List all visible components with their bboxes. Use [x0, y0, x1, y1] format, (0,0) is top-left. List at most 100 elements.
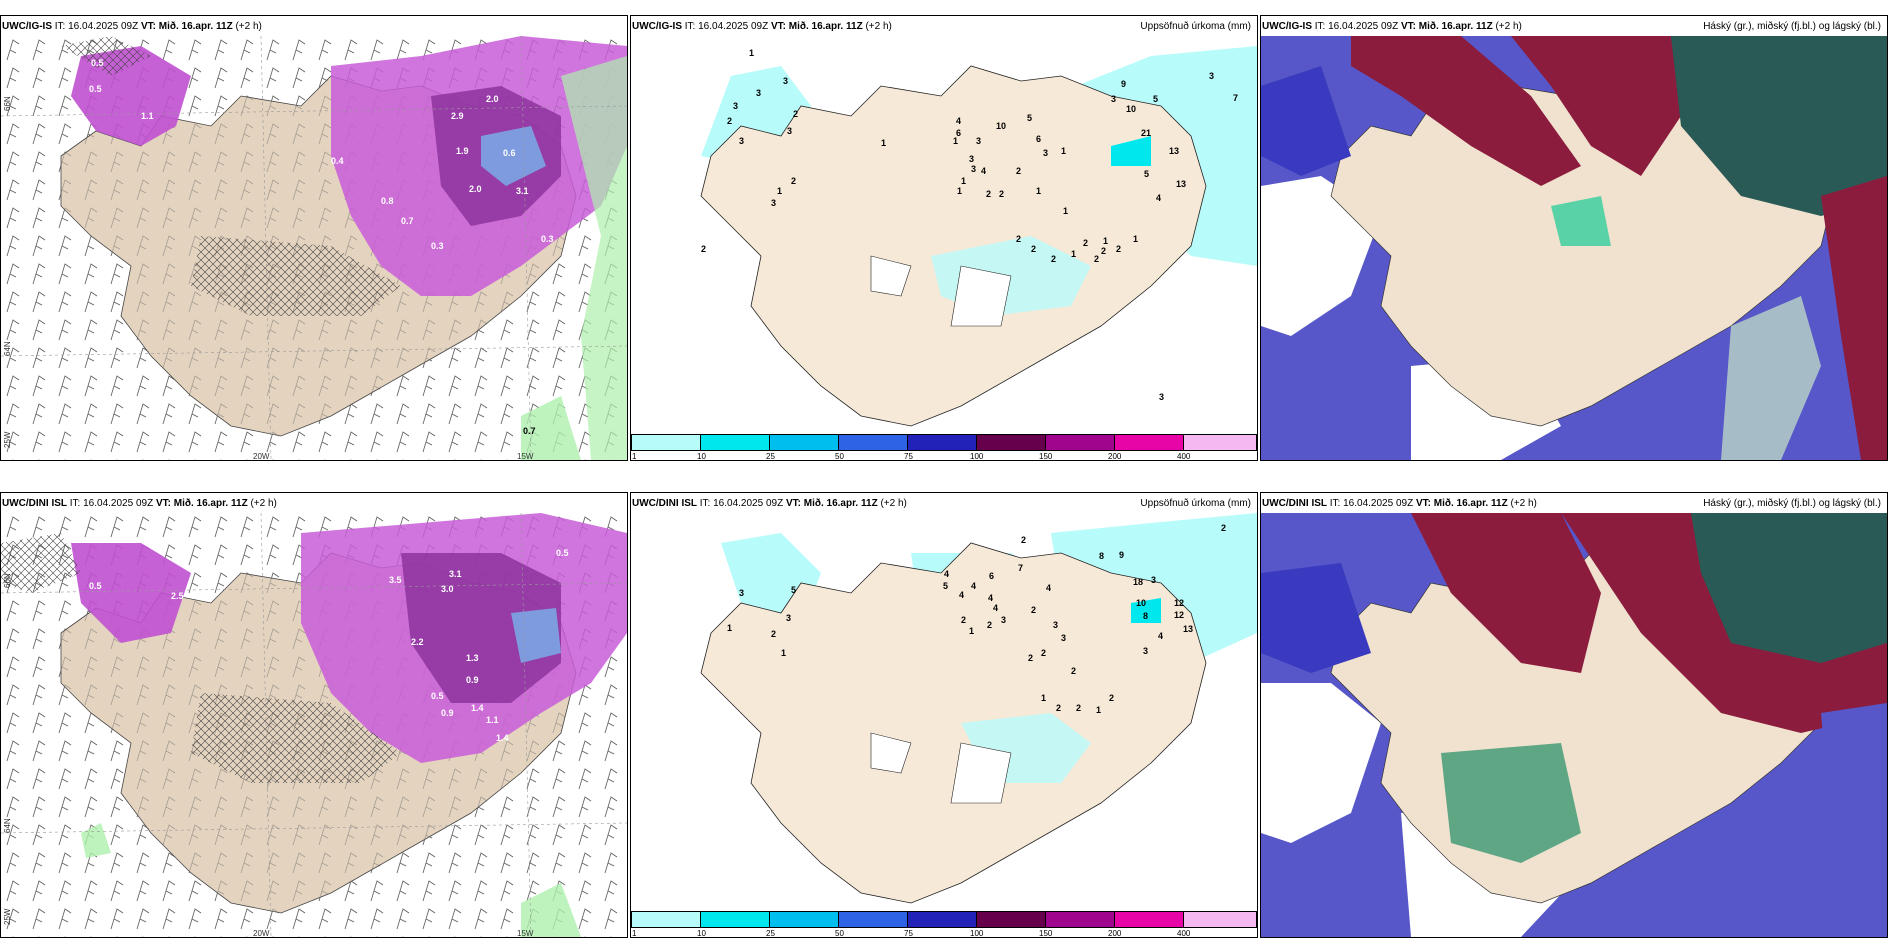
precip-value: 5: [1027, 113, 1033, 123]
precip-value: 5: [1153, 94, 1159, 104]
lon-25w-label: 25W: [3, 431, 12, 448]
precip-value: 5: [943, 581, 949, 591]
colorbar-swatch: [1183, 434, 1257, 451]
panel-subtitle: Háský (gr.), miðský (fj.bl.) og lágský (…: [1703, 21, 1881, 32]
precip-value: 3: [1151, 575, 1157, 585]
value-label: 0.5: [431, 691, 444, 701]
value-label: 2.0: [486, 94, 499, 104]
precip-value: 18: [1133, 577, 1144, 587]
panel-r1c3-clouds: UWC/IG-IS IT: 16.04.2025 09Z VT: Mið. 16…: [1260, 15, 1888, 461]
precip-value: 3: [787, 126, 793, 136]
precip-value: 1: [1036, 186, 1042, 196]
value-label: 1.4: [471, 703, 484, 713]
value-label: 0.3: [541, 234, 554, 244]
colorbar-swatch: [976, 911, 1046, 928]
precip-value: 2: [1101, 246, 1107, 256]
precip-value: 21: [1141, 128, 1152, 138]
value-label: 0.8: [381, 196, 394, 206]
precip-value: 2: [1041, 648, 1047, 658]
lon-15w-label: 15W: [517, 452, 534, 461]
precip-value: 4: [981, 166, 987, 176]
precip-value: 8: [1143, 611, 1149, 621]
panel-r2c1-wind-precip: UWC/DINI ISL IT: 16.04.2025 09Z VT: Mið.…: [0, 492, 628, 938]
panel-title: UWC/DINI ISL IT: 16.04.2025 09Z VT: Mið.…: [632, 498, 907, 509]
colorbar-tick: 10: [697, 929, 706, 938]
precip-value: 2: [961, 615, 967, 625]
colorbar-swatch: [769, 434, 839, 451]
precip-value: 2: [1109, 693, 1115, 703]
precip-value: 1: [957, 186, 963, 196]
precip-value: 2: [1083, 238, 1089, 248]
precip-value: 2: [727, 116, 733, 126]
precip-value: 1: [1133, 234, 1139, 244]
precip-value: 2: [1051, 254, 1057, 264]
colorbar-tick: 25: [766, 452, 775, 461]
colorbar-tick: 400: [1177, 929, 1191, 938]
panel-r2c2-precip: UWC/DINI ISL IT: 16.04.2025 09Z VT: Mið.…: [630, 492, 1258, 938]
precip-value: 1: [1061, 146, 1067, 156]
colorbar: 1 10 25 50 75 100 150 200 400: [631, 434, 1257, 460]
value-label: 1.3: [466, 653, 479, 663]
precip-value: 5: [1144, 169, 1150, 179]
lon-20w-label: 20W: [253, 929, 270, 938]
value-label: 3.1: [449, 569, 462, 579]
precip-value: 2: [1021, 535, 1027, 545]
precip-value: 2: [1028, 653, 1034, 663]
precip-value: 1: [969, 626, 975, 636]
precip-value: 2: [1016, 234, 1022, 244]
colorbar-swatch: [1114, 911, 1184, 928]
colorbar-tick: 50: [835, 452, 844, 461]
precip-value: 10: [1126, 104, 1137, 114]
lon-20w-label: 20W: [253, 452, 270, 461]
precip-value: 10: [1136, 598, 1147, 608]
precip-value: 1: [1096, 705, 1102, 715]
precip-value: 3: [1159, 392, 1165, 402]
value-label: 3.5: [389, 575, 402, 585]
precip-value: 4: [988, 593, 994, 603]
colorbar-tick: 200: [1108, 929, 1122, 938]
panel-title: UWC/IG-IS IT: 16.04.2025 09Z VT: Mið. 16…: [2, 21, 262, 32]
value-label: 2.9: [451, 111, 464, 121]
precip-value: 6: [1036, 134, 1042, 144]
precip-value: 4: [1156, 193, 1162, 203]
value-label: 0.4: [331, 156, 344, 166]
value-label: 1.1: [486, 715, 499, 725]
colorbar: 1 10 25 50 75 100 150 200 400: [631, 911, 1257, 937]
precip-value: 13: [1169, 146, 1180, 156]
colorbar-swatch: [769, 911, 839, 928]
colorbar-swatch: [631, 434, 701, 451]
precip-value: 3: [739, 136, 745, 146]
lon-15w-label: 15W: [517, 929, 534, 938]
value-label: 0.5: [89, 84, 102, 94]
colorbar-tick: 150: [1039, 929, 1053, 938]
panel-r2c3-clouds: UWC/DINI ISL IT: 16.04.2025 09Z VT: Mið.…: [1260, 492, 1888, 938]
precip-value: 2: [1031, 244, 1037, 254]
precip-value: 2: [701, 244, 707, 254]
precip-value: 13: [1183, 624, 1194, 634]
precip-map: [631, 36, 1257, 434]
precip-value: 3: [783, 76, 789, 86]
cloud-map: [1261, 513, 1887, 937]
wind-precip-map: [1, 36, 627, 460]
value-label: 2.2: [411, 637, 424, 647]
precip-value: 1: [961, 176, 967, 186]
precip-value: 12: [1174, 598, 1185, 608]
precip-value: 7: [1233, 93, 1239, 103]
precip-value: 2: [999, 189, 1005, 199]
colorbar-swatch: [1183, 911, 1257, 928]
precip-value: 3: [976, 136, 982, 146]
precip-value: 2: [987, 620, 993, 630]
value-label: 0.6: [503, 148, 516, 158]
precip-value: 3: [1043, 148, 1049, 158]
colorbar-tick: 150: [1039, 452, 1053, 461]
value-label: 0.3: [431, 241, 444, 251]
colorbar-tick: 1: [632, 929, 637, 938]
colorbar-tick: 100: [970, 452, 984, 461]
precip-value: 3: [969, 154, 975, 164]
colorbar-swatch: [907, 434, 977, 451]
precip-value: 2: [771, 629, 777, 639]
value-label: 0.7: [523, 426, 536, 436]
precip-value: 3: [1001, 615, 1007, 625]
value-label: 1.4: [496, 733, 509, 743]
panel-title: UWC/IG-IS IT: 16.04.2025 09Z VT: Mið. 16…: [1262, 21, 1522, 32]
